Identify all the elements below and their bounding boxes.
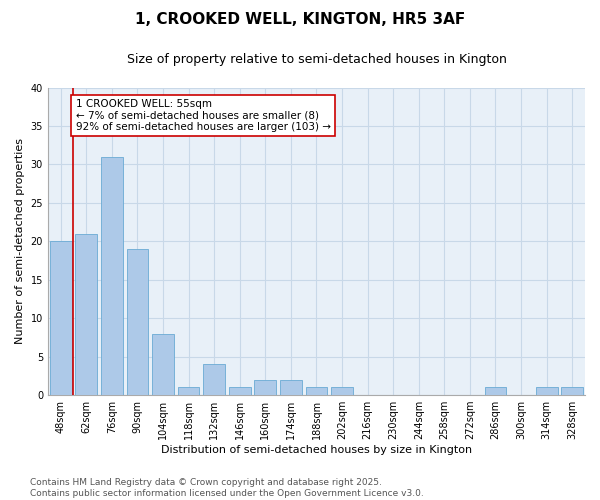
Bar [127, 249, 148, 395]
Text: 1 CROOKED WELL: 55sqm
← 7% of semi-detached houses are smaller (8)
92% of semi-d: 1 CROOKED WELL: 55sqm ← 7% of semi-detac… [76, 99, 331, 132]
Bar [152, 334, 174, 395]
Bar [101, 156, 123, 395]
Bar [50, 242, 71, 395]
Bar [536, 388, 557, 395]
Title: Size of property relative to semi-detached houses in Kington: Size of property relative to semi-detach… [127, 52, 506, 66]
Bar [229, 388, 251, 395]
X-axis label: Distribution of semi-detached houses by size in Kington: Distribution of semi-detached houses by … [161, 445, 472, 455]
Bar [76, 234, 97, 395]
Bar [254, 380, 276, 395]
Y-axis label: Number of semi-detached properties: Number of semi-detached properties [15, 138, 25, 344]
Bar [203, 364, 225, 395]
Bar [178, 388, 199, 395]
Bar [280, 380, 302, 395]
Bar [305, 388, 328, 395]
Bar [562, 388, 583, 395]
Text: 1, CROOKED WELL, KINGTON, HR5 3AF: 1, CROOKED WELL, KINGTON, HR5 3AF [135, 12, 465, 28]
Bar [485, 388, 506, 395]
Bar [331, 388, 353, 395]
Text: Contains HM Land Registry data © Crown copyright and database right 2025.
Contai: Contains HM Land Registry data © Crown c… [30, 478, 424, 498]
